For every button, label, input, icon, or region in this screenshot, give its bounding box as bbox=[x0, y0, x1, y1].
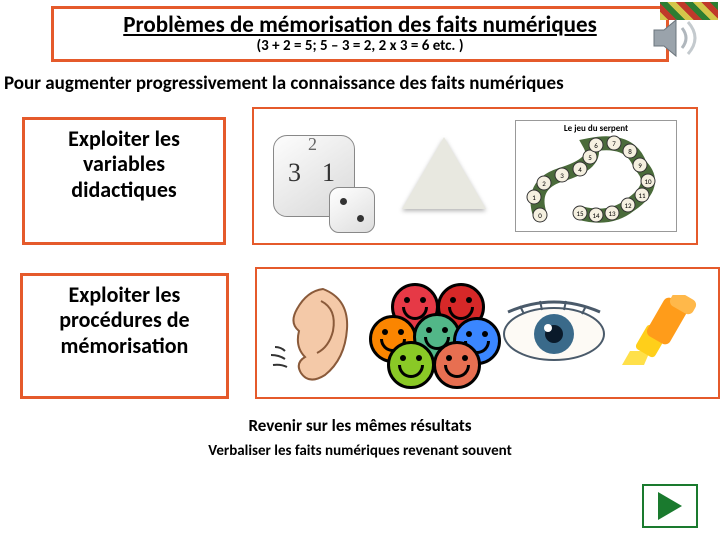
smiley-icon bbox=[433, 341, 481, 389]
panel-senses bbox=[255, 267, 720, 399]
svg-text:9: 9 bbox=[638, 161, 642, 170]
svg-text:8: 8 bbox=[628, 147, 632, 156]
svg-text:0: 0 bbox=[538, 211, 542, 220]
intro-text: Pour augmenter progressivement la connai… bbox=[4, 72, 716, 95]
smileys-group bbox=[369, 283, 489, 383]
play-icon bbox=[658, 492, 682, 520]
svg-text:14: 14 bbox=[592, 211, 600, 220]
dice-small bbox=[329, 187, 375, 233]
svg-text:12: 12 bbox=[624, 201, 632, 210]
header-box: Problèmes de mémorisation des faits numé… bbox=[51, 6, 669, 62]
highlighter-icon bbox=[620, 295, 706, 371]
svg-text:15: 15 bbox=[576, 209, 584, 218]
svg-text:6: 6 bbox=[594, 141, 598, 150]
d4-tetrahedron bbox=[399, 131, 489, 221]
svg-text:13: 13 bbox=[608, 209, 616, 218]
smiley-icon bbox=[387, 341, 435, 389]
page-subtitle: (3 + 2 = 5; 5 – 3 = 2, 2 x 3 = 6 etc. ) bbox=[60, 37, 660, 55]
ear-icon bbox=[269, 281, 357, 385]
card-variables: Exploiter les variables didactiques bbox=[22, 117, 226, 245]
svg-text:3: 3 bbox=[560, 171, 564, 180]
svg-text:5: 5 bbox=[588, 153, 592, 162]
svg-text:10: 10 bbox=[644, 177, 652, 186]
bottom-line-2: Verbaliser les faits numériques revenant… bbox=[0, 442, 720, 460]
eye-icon bbox=[500, 300, 608, 366]
svg-text:7: 7 bbox=[612, 139, 616, 148]
svg-text:1: 1 bbox=[532, 193, 536, 202]
snake-game: Le jeu du serpent 0123456789101112131415 bbox=[515, 120, 677, 232]
dice-group: 3 1 2 bbox=[273, 121, 373, 231]
svg-text:11: 11 bbox=[638, 191, 646, 200]
row-variables: Exploiter les variables didactiques 3 1 … bbox=[0, 107, 720, 245]
speaker-icon bbox=[650, 14, 706, 62]
bottom-line-1: Revenir sur les mêmes résultats bbox=[0, 415, 720, 436]
page-title: Problèmes de mémorisation des faits numé… bbox=[60, 11, 660, 39]
card-procedures: Exploiter les procédures de mémorisation bbox=[20, 273, 229, 399]
panel-dice-games: 3 1 2 Le jeu du serpent 0123456789101112… bbox=[252, 107, 698, 245]
next-button[interactable] bbox=[642, 484, 698, 528]
svg-text:4: 4 bbox=[578, 165, 582, 174]
row-procedures: Exploiter les procédures de mémorisation bbox=[0, 267, 720, 399]
bottom-text: Revenir sur les mêmes résultats Verbalis… bbox=[0, 415, 720, 460]
svg-text:2: 2 bbox=[542, 179, 546, 188]
